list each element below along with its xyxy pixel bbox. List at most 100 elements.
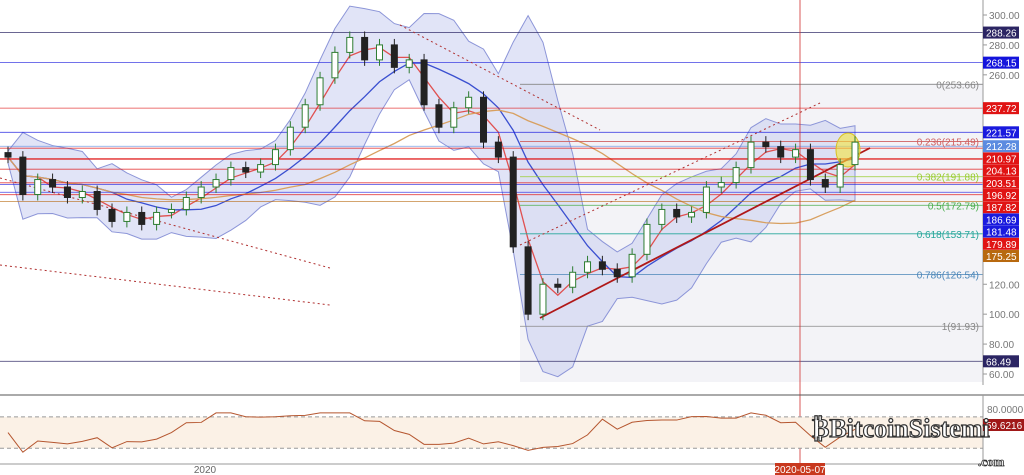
candle bbox=[806, 149, 814, 181]
ma-fast-line bbox=[7, 46, 856, 297]
candle bbox=[673, 208, 681, 218]
price-level-label: 268.15 bbox=[986, 59, 1017, 70]
candle bbox=[569, 271, 577, 288]
candle bbox=[316, 77, 324, 106]
trendline bbox=[0, 177, 331, 269]
candle bbox=[93, 191, 101, 210]
candle bbox=[182, 196, 190, 210]
candle bbox=[108, 208, 116, 222]
candle bbox=[390, 44, 398, 68]
date-badge bbox=[775, 463, 825, 475]
candle bbox=[197, 186, 205, 198]
candle bbox=[405, 59, 413, 68]
price-level-badge bbox=[983, 164, 1019, 177]
rsi-current-badge bbox=[983, 418, 1024, 431]
y-tick-label: 280.00 bbox=[989, 41, 1020, 52]
fib-level-label: 1(91.93) bbox=[942, 322, 979, 333]
watermark-suffix: .com bbox=[978, 454, 1005, 470]
candle bbox=[19, 156, 27, 196]
candle bbox=[688, 211, 696, 218]
ma-mid-line bbox=[7, 62, 856, 279]
price-level-label: 68.49 bbox=[986, 357, 1011, 368]
y-tick-label: 260.00 bbox=[989, 71, 1020, 82]
price-level-badge bbox=[983, 126, 1019, 139]
candle bbox=[658, 208, 666, 225]
candle bbox=[747, 141, 755, 169]
price-level-badge bbox=[983, 355, 1019, 368]
candle bbox=[524, 246, 532, 315]
candle bbox=[227, 167, 235, 181]
price-level-badge bbox=[983, 237, 1019, 250]
price-level-badge bbox=[983, 176, 1019, 189]
candle bbox=[375, 44, 383, 61]
candle bbox=[420, 59, 428, 106]
y-tick-label: 300.00 bbox=[989, 11, 1020, 22]
fib-level-label: 0.5(172.79) bbox=[928, 201, 979, 212]
candle bbox=[4, 152, 12, 158]
candle bbox=[584, 261, 592, 273]
candle bbox=[63, 186, 71, 198]
candle bbox=[792, 149, 800, 158]
price-level-label: 175.25 bbox=[986, 252, 1017, 263]
candle bbox=[821, 179, 829, 188]
candle bbox=[301, 104, 309, 128]
candle bbox=[167, 208, 175, 213]
candle bbox=[138, 211, 146, 225]
rsi-line bbox=[7, 412, 856, 453]
price-level-label: 212.28 bbox=[986, 142, 1017, 153]
price-level-label: 210.97 bbox=[986, 154, 1017, 165]
price-level-label: 179.89 bbox=[986, 240, 1017, 251]
ma-slow-line bbox=[7, 109, 856, 225]
x-tick-label: 2020 bbox=[194, 465, 217, 475]
price-level-badge bbox=[983, 56, 1019, 69]
candle bbox=[123, 211, 131, 222]
price-level-badge bbox=[983, 189, 1019, 202]
candle bbox=[153, 211, 161, 225]
price-level-label: 203.51 bbox=[986, 179, 1017, 190]
candle bbox=[762, 141, 770, 148]
price-level-badge bbox=[983, 152, 1019, 165]
fib-level-label: 0(253.66) bbox=[936, 80, 979, 91]
price-level-label: 237.72 bbox=[986, 104, 1017, 115]
candle bbox=[777, 146, 785, 158]
candle bbox=[212, 179, 220, 188]
candle bbox=[286, 126, 294, 151]
fib-level-label: 0.786(126.54) bbox=[917, 270, 979, 281]
candle bbox=[702, 186, 710, 213]
candle bbox=[509, 156, 517, 248]
candle bbox=[613, 268, 621, 278]
fib-level-label: 0.618(153.71) bbox=[917, 230, 979, 241]
y-tick-label: 60.00 bbox=[989, 370, 1014, 381]
candle bbox=[480, 96, 488, 143]
price-level-badge bbox=[983, 140, 1019, 153]
candle bbox=[836, 164, 844, 188]
candle bbox=[450, 107, 458, 128]
price-level-label: 221.57 bbox=[986, 128, 1017, 139]
candle bbox=[554, 283, 562, 288]
fib-level-label: 0.236(215.49) bbox=[917, 137, 979, 148]
candle bbox=[257, 164, 265, 173]
price-level-label: 181.48 bbox=[986, 228, 1017, 239]
candle bbox=[717, 182, 725, 188]
rsi-current-label: 59.6216 bbox=[986, 421, 1023, 432]
watermark-logo: ₿BitcoinSistemi bbox=[811, 413, 990, 443]
candle bbox=[34, 179, 42, 196]
price-level-badge bbox=[983, 213, 1019, 226]
candle bbox=[346, 36, 354, 53]
trendline bbox=[519, 102, 821, 246]
price-level-badge bbox=[983, 102, 1019, 115]
price-level-label: 196.92 bbox=[986, 191, 1017, 202]
price-level-badge bbox=[983, 201, 1019, 214]
candle bbox=[539, 283, 547, 315]
candle bbox=[851, 141, 859, 166]
trendline bbox=[539, 147, 871, 319]
price-level-badge bbox=[983, 225, 1019, 238]
candle bbox=[732, 167, 740, 184]
price-level-label: 187.82 bbox=[986, 203, 1017, 214]
y-tick-label: 120.00 bbox=[989, 280, 1020, 291]
candle bbox=[598, 261, 606, 270]
trendline bbox=[0, 264, 331, 306]
y-tick-label: 100.00 bbox=[989, 310, 1020, 321]
